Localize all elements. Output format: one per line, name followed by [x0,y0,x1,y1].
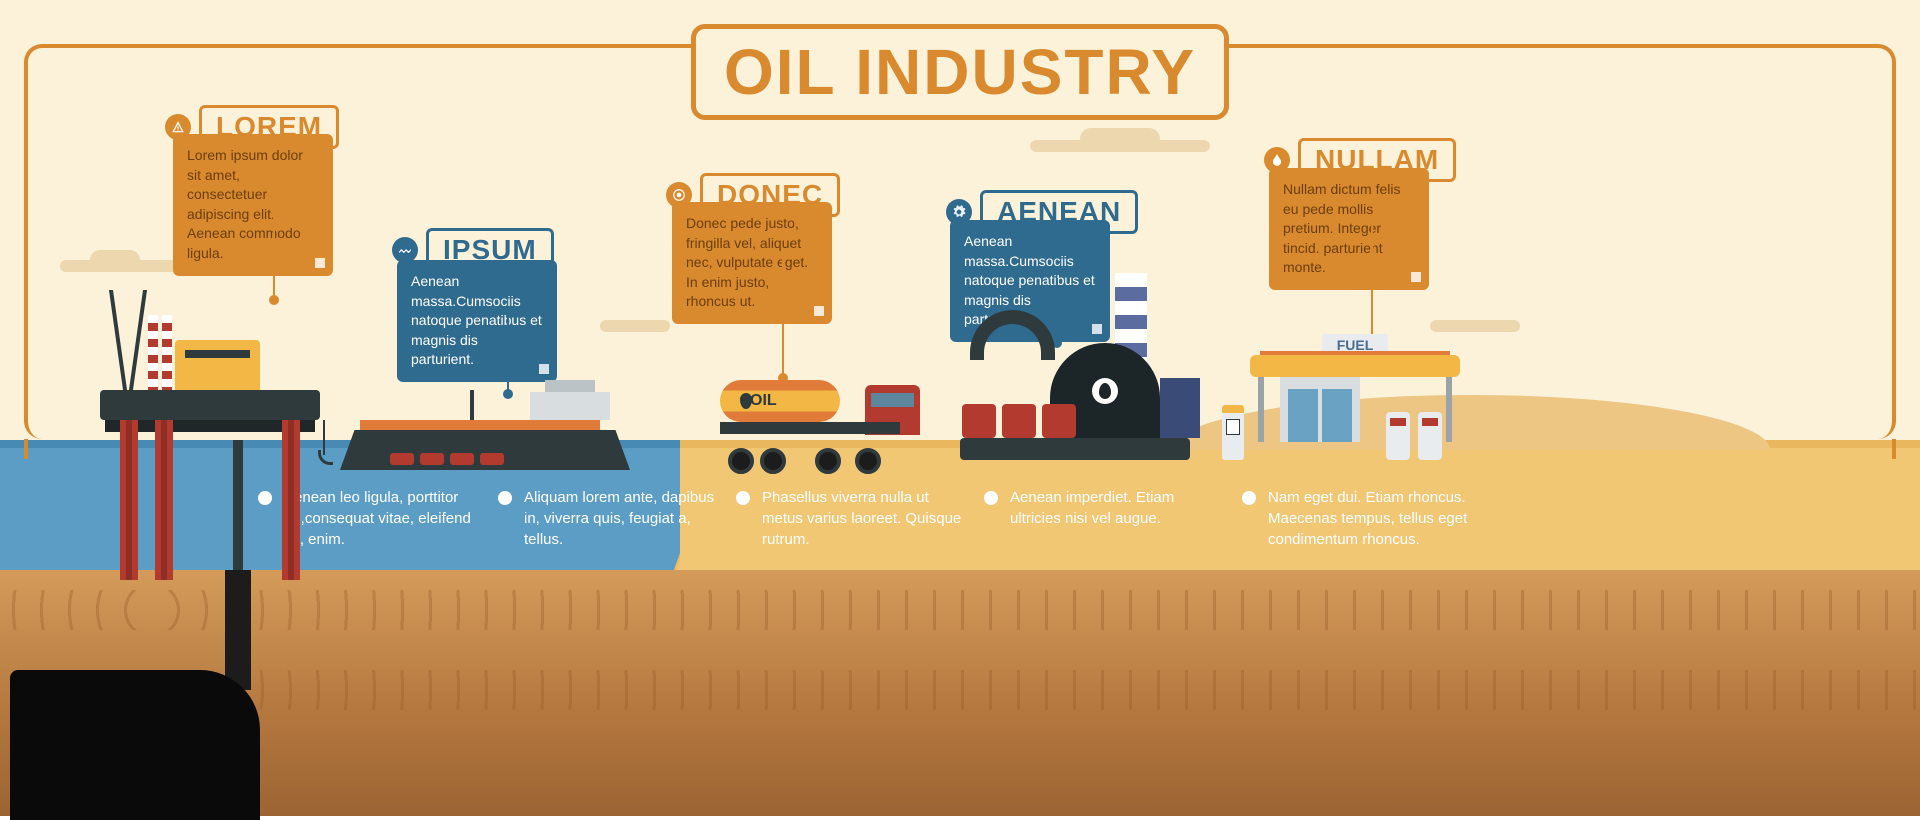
tanker-ship-icon [340,390,630,470]
info-box-lorem: Lorem ipsum dolor sit amet, consectetuer… [173,134,333,276]
bullet-text: Aenean imperdiet. Etiam ultricies nisi v… [1010,487,1210,529]
info-box-ipsum: Aenean massa.Cumsociis natoque penatibus… [397,260,557,382]
info-text: Nullam dictum felis eu pede mollis preti… [1283,181,1400,275]
oil-truck-icon: OIL [720,380,920,460]
info-text: Aenean massa.Cumsociis natoque penatibus… [411,273,542,367]
connector-line [782,258,784,378]
oil-rig-icon [100,290,320,570]
connector-line [1371,225,1373,350]
info-text: Donec pede justo, fringilla vel, aliquet… [686,215,808,309]
info-box-donec: Donec pede justo, fringilla vel, aliquet… [672,202,832,324]
bullet-dot-icon [736,491,750,505]
title-box: OIL INDUSTRY [691,24,1229,120]
info-box-nullam: Nullam dictum felis eu pede mollis preti… [1269,168,1429,290]
bullet-text: Phasellus viverra nulla ut metus varius … [762,487,962,550]
bullet-donec: Phasellus viverra nulla ut metus varius … [736,487,962,550]
refinery-icon [960,300,1190,460]
bullet-dot-icon [498,491,512,505]
bullet-text: Aliquam lorem ante, dapibus in, viverra … [524,487,724,550]
connector-line [507,316,509,394]
corner-marker-icon [1411,272,1421,282]
oil-reservoir-icon [10,670,260,820]
corner-marker-icon [315,258,325,268]
bullet-ipsum: Aliquam lorem ante, dapibus in, viverra … [498,487,724,550]
bullet-nullam: Nam eget dui. Etiam rhoncus. Maecenas te… [1242,487,1468,550]
truck-oil-label: OIL [750,392,777,410]
connector-line [273,200,275,300]
bullet-dot-icon [984,491,998,505]
corner-marker-icon [539,364,549,374]
corner-marker-icon [814,306,824,316]
bullet-aenean: Aenean imperdiet. Etiam ultricies nisi v… [984,487,1210,529]
info-text: Lorem ipsum dolor sit amet, consectetuer… [187,147,303,261]
drill-pipe-icon [225,570,251,690]
underground-texture [0,570,1920,816]
bullet-dot-icon [1242,491,1256,505]
bullet-text: Nam eget dui. Etiam rhoncus. Maecenas te… [1268,487,1468,550]
page-title: OIL INDUSTRY [724,35,1196,109]
gas-station-icon: FUEL [1250,340,1460,460]
